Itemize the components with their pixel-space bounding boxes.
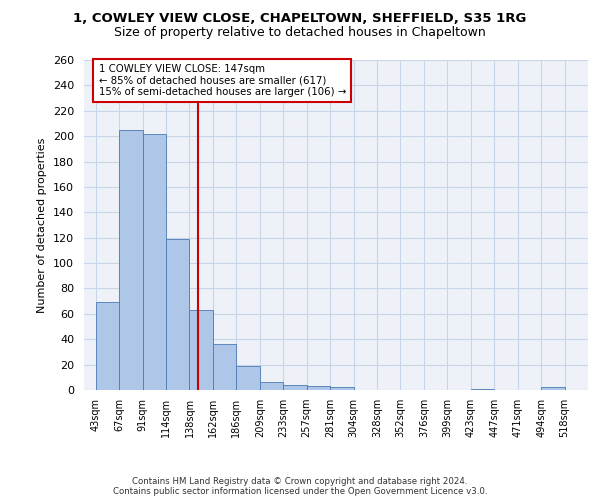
Text: Size of property relative to detached houses in Chapeltown: Size of property relative to detached ho… (114, 26, 486, 39)
Bar (119, 130, 143, 390)
Bar (96, 302, 119, 390)
Bar (471, 388, 494, 390)
Bar (541, 388, 565, 390)
Bar (330, 388, 353, 390)
Bar (260, 382, 283, 390)
Bar (143, 134, 166, 390)
Bar (213, 344, 236, 390)
Text: 1, COWLEY VIEW CLOSE, CHAPELTOWN, SHEFFIELD, S35 1RG: 1, COWLEY VIEW CLOSE, CHAPELTOWN, SHEFFI… (73, 12, 527, 24)
Bar (307, 386, 330, 390)
Bar (166, 239, 190, 390)
Y-axis label: Number of detached properties: Number of detached properties (37, 138, 47, 312)
Bar (283, 385, 307, 390)
Bar (190, 310, 213, 390)
Text: Contains HM Land Registry data © Crown copyright and database right 2024.
Contai: Contains HM Land Registry data © Crown c… (113, 476, 487, 496)
Bar (236, 366, 260, 390)
Text: 1 COWLEY VIEW CLOSE: 147sqm
← 85% of detached houses are smaller (617)
15% of se: 1 COWLEY VIEW CLOSE: 147sqm ← 85% of det… (98, 64, 346, 97)
